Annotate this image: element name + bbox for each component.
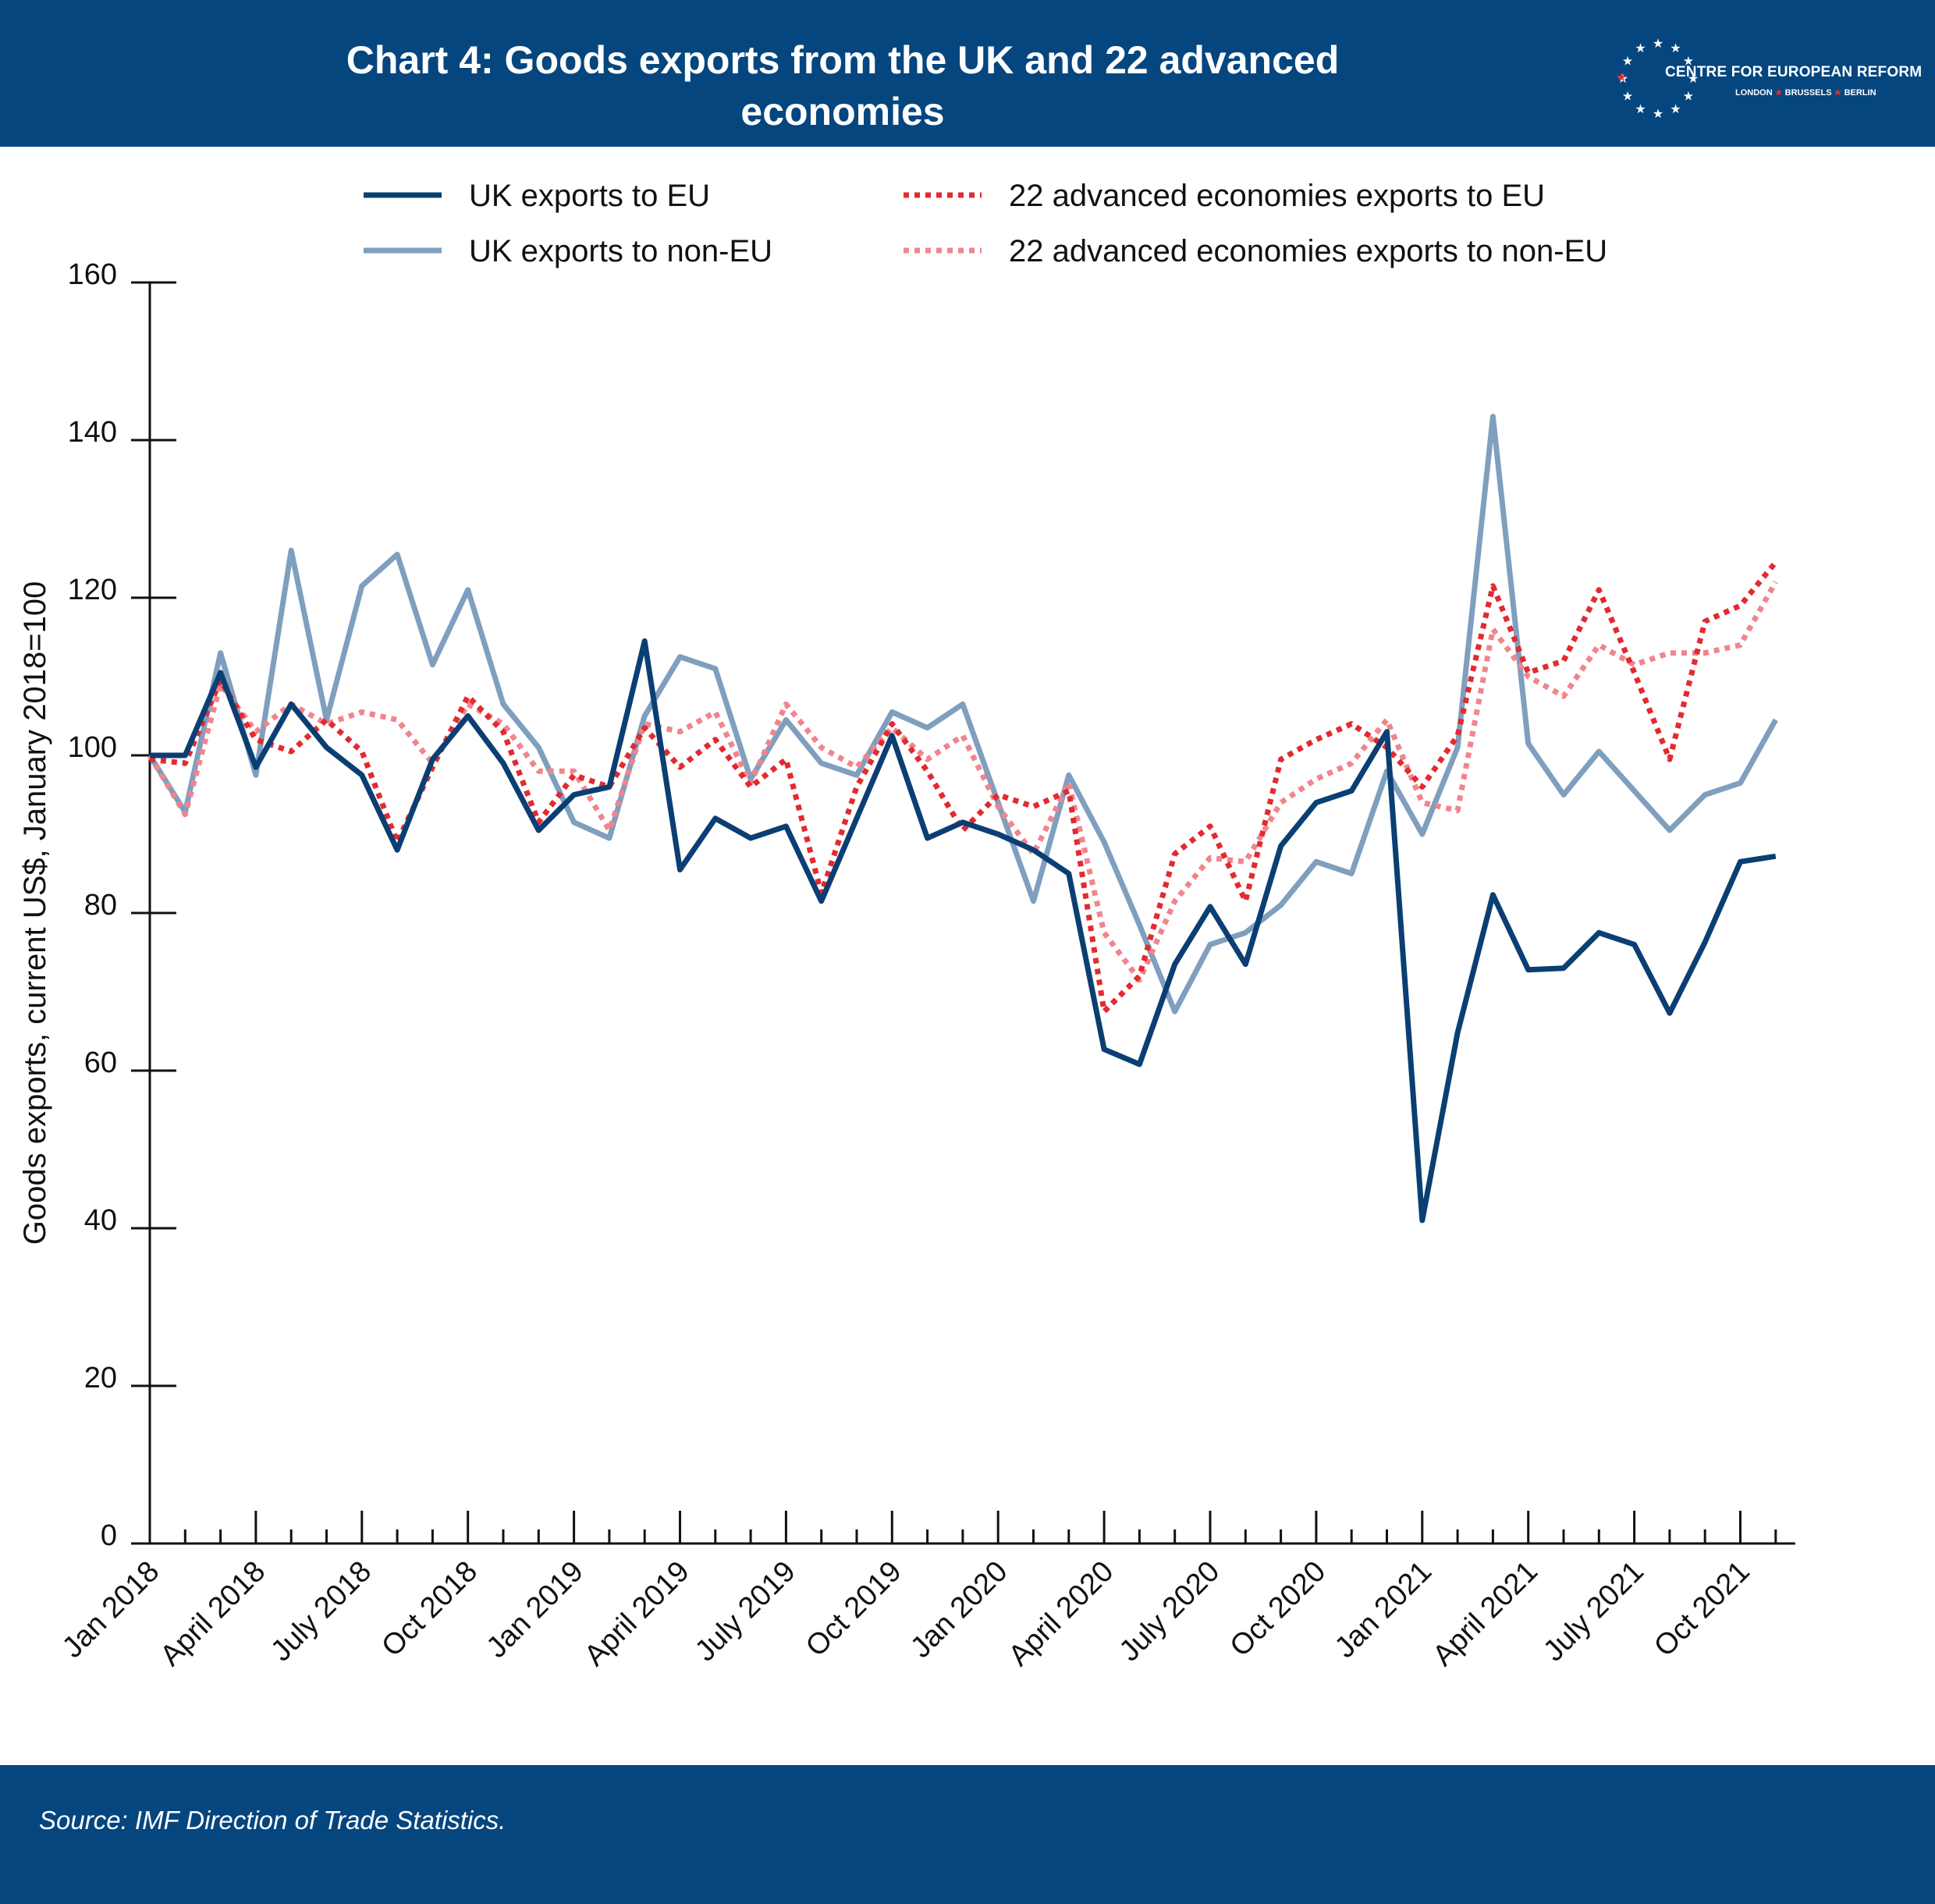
chart-title: Chart 4: Goods exports from the UK and 2… <box>281 34 1404 189</box>
x-tick-label: July 2021 <box>1537 1555 1650 1668</box>
source-note: Source: IMF Direction of Trade Statistic… <box>39 1806 506 1835</box>
logo-star: ★ <box>1670 41 1681 55</box>
x-tick-label: Oct 2021 <box>1648 1555 1756 1664</box>
x-tick-label: April 2020 <box>1003 1555 1120 1673</box>
logo-star: ★ <box>1670 101 1681 116</box>
x-tick-label: Oct 2018 <box>375 1555 484 1664</box>
x-tick-label: Jan 2021 <box>1329 1555 1438 1664</box>
logo-city-brussels: BRUSSELS <box>1784 88 1832 98</box>
chart-title-line-2: to the EU and the rest of the world <box>525 141 1160 185</box>
logo-name: CENTRE FOR EUROPEAN REFORM <box>1665 64 1923 80</box>
x-tick-label: April 2018 <box>154 1555 272 1673</box>
cer-logo: ★ ★ ★ ★ ★ ★ ★ ★ ★ ★ ★ ★ ★ CENTRE FOR EUROPEAN REFORM… <box>1615 31 1922 125</box>
x-tick-label: April 2021 <box>1426 1555 1544 1673</box>
series-line-0 <box>150 638 1777 1224</box>
logo-city-berlin: BERLIN <box>1844 88 1876 98</box>
x-tick-label: July 2018 <box>265 1555 378 1668</box>
star-icon: ★ <box>1834 88 1842 98</box>
series-line-3 <box>147 581 1778 983</box>
logo-star: ★ <box>1635 41 1646 55</box>
chart-title-line-1: Chart 4: Goods exports from the UK and 2… <box>346 38 1340 133</box>
chart-header: Chart 4: Goods exports from the UK and 2… <box>0 0 1935 185</box>
legend-label-1: UK exports to non-EU <box>469 234 772 268</box>
logo-star: ★ <box>1635 101 1646 116</box>
y-tick-label: 120 <box>68 574 117 606</box>
series-line-1 <box>147 414 1778 1014</box>
legend-label-3: 22 advanced economies exports to non-EU <box>1009 234 1607 268</box>
x-tick-label: April 2019 <box>578 1555 696 1673</box>
eu-stars-icon: ★ ★★★★★★★★★★★★ <box>1616 36 1699 121</box>
line-chart: UK exports to EU UK exports to non-EU 22 a… <box>18 179 1795 1673</box>
logo-star: ★ <box>1622 54 1633 69</box>
y-tick-label: 40 <box>84 1204 117 1237</box>
star-icon: ★ <box>1774 88 1783 98</box>
x-tick-label: Jan 2020 <box>904 1555 1014 1664</box>
logo-star: ★ <box>1617 71 1628 86</box>
chart-footer: Source: IMF Direction of Trade Statistic… <box>0 1765 1935 1904</box>
x-tick-label: Jan 2018 <box>56 1555 165 1664</box>
logo-red-star: ★ <box>1616 69 1627 84</box>
series-line-2 <box>149 560 1778 1014</box>
x-tick-label: July 2019 <box>689 1555 802 1668</box>
chart-legend: UK exports to EU UK exports to non-EU 22 a… <box>364 179 1607 268</box>
y-tick-label: 80 <box>84 889 117 922</box>
logo-city-london: LONDON <box>1735 88 1773 98</box>
x-tick-label: Oct 2020 <box>1224 1555 1333 1664</box>
logo-star: ★ <box>1688 71 1699 86</box>
y-tick-label: 0 <box>101 1519 117 1552</box>
logo-star: ★ <box>1622 89 1633 104</box>
logo-star: ★ <box>1683 54 1694 69</box>
logo-star: ★ <box>1653 36 1663 51</box>
y-tick-label: 60 <box>84 1046 117 1079</box>
y-tick-label: 160 <box>68 258 117 291</box>
y-tick-label: 20 <box>84 1362 117 1394</box>
y-axis-title: Goods exports, current US$, January 2018… <box>18 581 52 1245</box>
x-tick-label: Jan 2019 <box>481 1555 590 1664</box>
x-tick-label: Oct 2019 <box>800 1555 908 1664</box>
logo-cities: LONDON ★ BRUSSELS ★ BERLIN <box>1735 87 1876 98</box>
y-tick-label: 100 <box>68 731 117 764</box>
legend-label-0: UK exports to EU <box>469 179 710 213</box>
logo-star: ★ <box>1653 106 1663 121</box>
legend-label-2: 22 advanced economies exports to EU <box>1009 179 1545 213</box>
chart-series <box>147 414 1778 1224</box>
logo-star: ★ <box>1683 89 1694 104</box>
x-tick-label: July 2020 <box>1113 1555 1227 1668</box>
y-tick-label: 140 <box>68 416 117 449</box>
